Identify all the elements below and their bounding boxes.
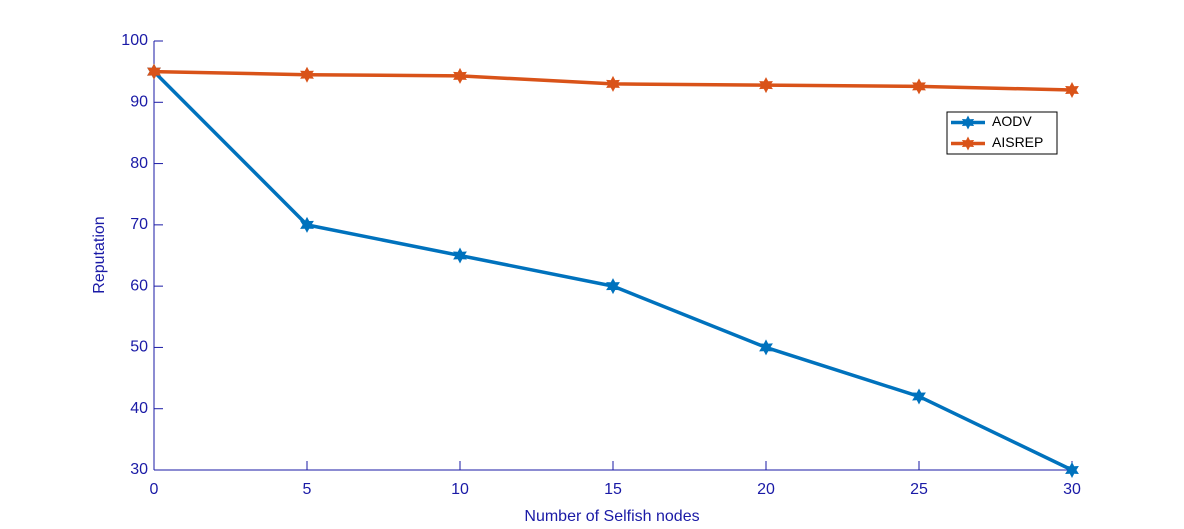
- x-axis-label: Number of Selfish nodes: [524, 508, 699, 525]
- y-tick-label: 60: [130, 277, 148, 294]
- y-tick-label: 100: [121, 32, 148, 49]
- legend-marker: [961, 115, 975, 130]
- y-tick-label: 30: [130, 461, 148, 478]
- marker: [453, 67, 467, 84]
- marker: [606, 278, 620, 295]
- marker: [912, 78, 926, 95]
- y-tick-label: 90: [130, 94, 148, 111]
- marker: [759, 77, 773, 94]
- x-tick-label: 5: [303, 481, 312, 498]
- marker: [453, 247, 467, 264]
- marker: [1065, 82, 1079, 98]
- y-tick-label: 80: [130, 155, 148, 172]
- legend-box: [946, 111, 1058, 155]
- y-tick-label: 70: [130, 216, 148, 233]
- marker: [1065, 462, 1079, 478]
- x-tick-label: 25: [910, 481, 928, 498]
- legend-marker: [961, 136, 975, 151]
- marker: [300, 216, 314, 233]
- marker: [759, 339, 773, 356]
- x-tick-label: 10: [451, 481, 469, 498]
- legend: AODV AISREP: [946, 111, 1058, 155]
- y-tick-label: 50: [130, 339, 148, 356]
- line: [152, 70, 1073, 472]
- legend-label: AISREP: [992, 134, 1043, 150]
- y-tick-label: 40: [130, 400, 148, 417]
- y-axis-label: Reputation: [91, 216, 108, 293]
- marker: [606, 75, 620, 92]
- x-tick-label: 30: [1063, 481, 1081, 498]
- x-tick-label: 0: [150, 481, 159, 498]
- marker: [147, 63, 161, 80]
- marker: [912, 388, 926, 405]
- x-tick-label: 20: [757, 481, 775, 498]
- x-tick-label: 15: [604, 481, 622, 498]
- marker: [300, 66, 314, 83]
- legend-label: AODV: [992, 113, 1032, 129]
